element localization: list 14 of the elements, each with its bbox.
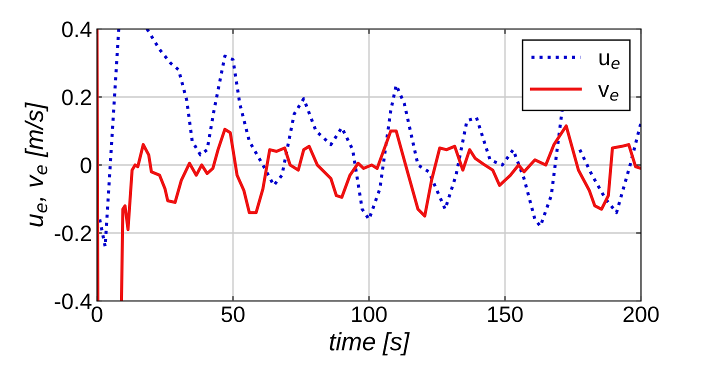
x-tick-label: 0 bbox=[92, 306, 102, 322]
x-tick-label: 50 bbox=[222, 306, 244, 322]
x-tick-label: 150 bbox=[488, 306, 523, 322]
x-tick-label: 100 bbox=[352, 306, 387, 322]
y-tick-label: 0 bbox=[80, 158, 92, 174]
y-tick-label: 0.4 bbox=[62, 22, 92, 38]
legend-label: v$_{e}$ bbox=[598, 85, 618, 101]
y-tick-label: -0.4 bbox=[54, 294, 92, 310]
x-axis-title: time [s] bbox=[330, 332, 410, 356]
y-axis-title: u$_{e}$, v$_{e}$ [m/s] bbox=[24, 102, 48, 226]
legend-label: u$_{e}$ bbox=[600, 53, 620, 69]
y-tick-label: -0.2 bbox=[54, 226, 92, 242]
y-tick-label: 0.2 bbox=[62, 90, 92, 106]
x-tick-label: 200 bbox=[624, 306, 659, 322]
